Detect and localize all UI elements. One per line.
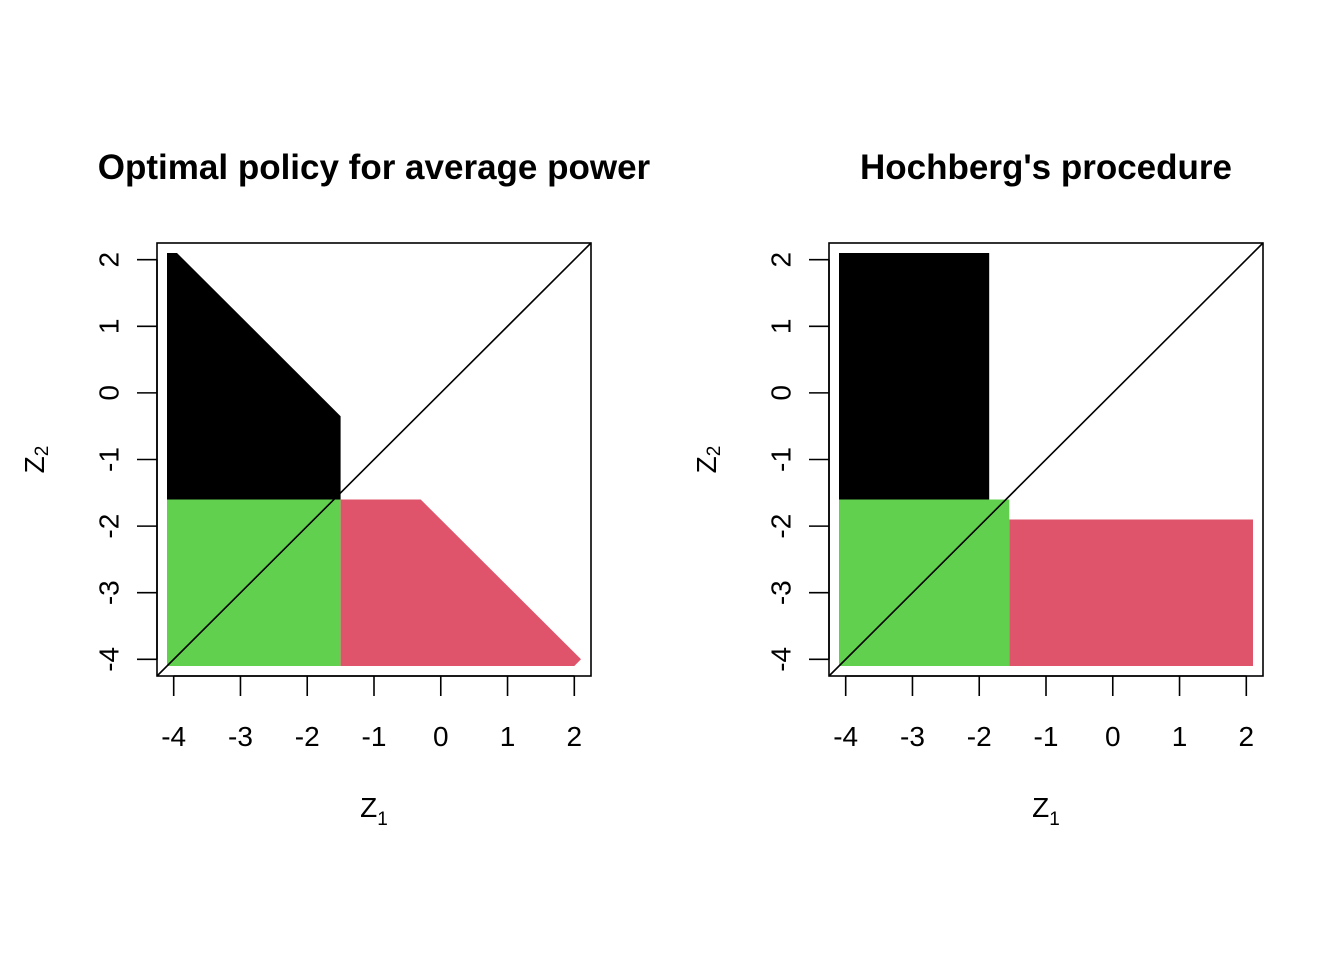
diagonal-line — [156, 242, 592, 677]
right-chart-panel: Hochberg's procedure -4 -3 -2 -1 0 1 2 -4 -3 -2 -1 0… — [691, 148, 1264, 830]
x-tick-label: 0 — [1105, 721, 1121, 752]
region-2 — [340, 499, 581, 666]
y-axis-label-sub: 2 — [704, 446, 725, 457]
y-axis-label-main: Z — [691, 456, 722, 473]
x-axis-label: Z1 — [360, 792, 388, 830]
x-tick-label: -4 — [833, 721, 858, 752]
y-tick-label: 2 — [94, 252, 125, 268]
x-tick-label: -2 — [295, 721, 320, 752]
y-axis-label: Z2 — [691, 446, 725, 474]
x-tick-label: 1 — [1172, 721, 1188, 752]
y-tick-label: 0 — [766, 385, 797, 401]
x-tick-label: 2 — [567, 721, 583, 752]
region-0 — [167, 253, 341, 500]
x-axis-label-sub: 1 — [1049, 809, 1060, 830]
x-axis-label-main: Z — [1032, 792, 1049, 823]
y-tick-label: 1 — [94, 318, 125, 334]
y-tick-label: -1 — [766, 447, 797, 472]
y-axis-label-main: Z — [19, 456, 50, 473]
y-axis-label-sub: 2 — [32, 446, 53, 457]
chart-title: Hochberg's procedure — [860, 148, 1232, 187]
x-tick-label: -3 — [228, 721, 253, 752]
x-tick-label: -3 — [900, 721, 925, 752]
x-axis-label: Z1 — [1032, 792, 1060, 830]
y-tick-label: 1 — [766, 318, 797, 334]
x-tick-label: -1 — [1034, 721, 1059, 752]
y-axis-label: Z2 — [19, 446, 53, 474]
x-tick-label: 1 — [500, 721, 516, 752]
y-tick-label: -4 — [766, 647, 797, 672]
x-tick-label: -4 — [161, 721, 186, 752]
x-tick-label: 0 — [433, 721, 449, 752]
region-2 — [1009, 519, 1253, 666]
x-axis-label-main: Z — [360, 792, 377, 823]
y-tick-label: -2 — [94, 514, 125, 539]
y-tick-label: 2 — [766, 252, 797, 268]
region-0 — [839, 253, 990, 500]
diagonal-line — [828, 242, 1264, 677]
x-axis-label-sub: 1 — [377, 809, 388, 830]
x-tick-label: -2 — [967, 721, 992, 752]
x-tick-label: -1 — [362, 721, 387, 752]
region-1 — [167, 499, 341, 666]
y-tick-label: -1 — [94, 447, 125, 472]
y-tick-label: 0 — [94, 385, 125, 401]
chart-title: Optimal policy for average power — [98, 148, 651, 187]
left-chart-panel: Optimal policy for average power -4 -3 -2 -1… — [19, 148, 651, 830]
y-tick-label: -3 — [94, 580, 125, 605]
y-tick-label: -2 — [766, 514, 797, 539]
x-tick-label: 2 — [1239, 721, 1255, 752]
y-tick-label: -4 — [94, 647, 125, 672]
y-tick-label: -3 — [766, 580, 797, 605]
